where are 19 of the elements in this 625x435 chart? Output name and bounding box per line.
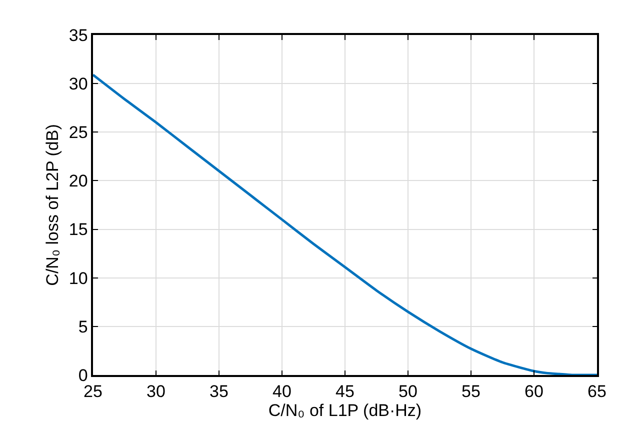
x-tick-label: 65	[588, 382, 606, 402]
x-tick-label: 35	[210, 382, 228, 402]
x-tick-label: 40	[272, 382, 292, 402]
x-tick-label: 50	[398, 382, 418, 402]
x-tick-label: 30	[146, 382, 166, 402]
line-series	[93, 74, 597, 375]
y-tick-label: 0	[78, 366, 88, 385]
y-tick-label: 15	[68, 220, 88, 240]
x-tick-label: 45	[336, 382, 354, 402]
y-axis-title: C/N₀ loss of L2P (dB)	[42, 124, 62, 286]
y-tick-label: 35	[68, 26, 88, 45]
y-tick-label: 30	[68, 74, 88, 94]
y-tick-label: 10	[68, 268, 88, 288]
y-tick-label: 20	[68, 172, 88, 191]
x-axis-title: C/N₀ of L1P (dB·Hz)	[268, 401, 422, 420]
x-tick-label: 60	[524, 382, 544, 402]
y-tick-label: 25	[68, 123, 88, 142]
y-tick-label: 5	[78, 317, 88, 336]
x-tick-label: 55	[462, 382, 480, 402]
